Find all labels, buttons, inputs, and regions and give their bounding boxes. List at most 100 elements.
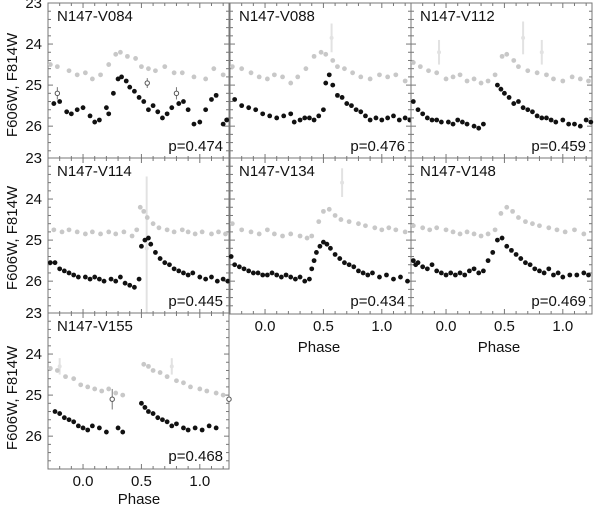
- f606w-point: [385, 74, 391, 80]
- f606w-point: [47, 62, 53, 67]
- f606w-point: [534, 70, 540, 76]
- f606w-point: [525, 68, 531, 74]
- panel-frame: [47, 312, 230, 470]
- f606w-point: [141, 361, 147, 367]
- f814w-point: [311, 258, 317, 264]
- f606w-point: [256, 231, 262, 237]
- f606w-point: [330, 58, 336, 63]
- f814w-point: [391, 113, 396, 119]
- f814w-point: [370, 270, 375, 276]
- f814w-point: [420, 111, 426, 117]
- open-data-point: [173, 90, 180, 97]
- y-tick-label: 24: [25, 346, 42, 363]
- f606w-point: [216, 229, 221, 235]
- f606w-point: [146, 66, 151, 72]
- f814w-point: [260, 272, 266, 278]
- f814w-point: [153, 250, 158, 255]
- f814w-point: [96, 425, 102, 431]
- f606w-point: [171, 70, 177, 76]
- f814w-point: [459, 119, 465, 125]
- f814w-point: [80, 425, 86, 431]
- f606w-point: [393, 227, 399, 233]
- panel: 0.0 0.5 1.0 N147-V148 p=0.469: [410, 157, 593, 335]
- f814w-point: [213, 425, 219, 431]
- f814w-point: [481, 121, 486, 127]
- f606w-point: [74, 229, 80, 235]
- f606w-point: [248, 229, 254, 235]
- f814w-point: [534, 113, 540, 119]
- f814w-point: [539, 115, 545, 121]
- x-tick-label: 0.5: [313, 318, 334, 335]
- f814w-point: [586, 272, 591, 278]
- f606w-point: [209, 231, 214, 237]
- f606w-point: [179, 70, 185, 76]
- f606w-point: [51, 227, 57, 233]
- f814w-point: [146, 409, 151, 414]
- f606w-point: [239, 66, 245, 72]
- f606w-point: [464, 229, 470, 235]
- f814w-point: [297, 117, 303, 123]
- f814w-point: [197, 119, 203, 125]
- f814w-point: [337, 256, 343, 261]
- f814w-point: [302, 115, 308, 121]
- f606w-point: [264, 227, 270, 233]
- f606w-point: [303, 66, 309, 72]
- f814w-point: [155, 109, 161, 115]
- f814w-point: [110, 90, 116, 96]
- f606w-point: [562, 229, 568, 235]
- f814w-point: [457, 270, 463, 276]
- y-tick-label: 26: [25, 428, 42, 445]
- f814w-point: [566, 121, 572, 127]
- f606w-point: [248, 70, 254, 76]
- f606w-point: [434, 70, 440, 76]
- f814w-point: [541, 270, 547, 276]
- f606w-point: [393, 72, 399, 78]
- f814w-point: [164, 419, 170, 425]
- f606w-point: [106, 386, 112, 392]
- f606w-point: [280, 74, 285, 80]
- f814w-point: [481, 268, 486, 274]
- y-tick-label: 25: [25, 232, 42, 249]
- f606w-point: [577, 76, 583, 82]
- f814w-point: [438, 270, 444, 276]
- f814w-point: [96, 276, 102, 282]
- f814w-point: [307, 276, 312, 282]
- f606w-point: [464, 78, 470, 84]
- f814w-point: [410, 99, 416, 104]
- f814w-point: [199, 427, 205, 433]
- y-axis-label: F606W, F814W: [4, 185, 21, 290]
- f606w-point: [98, 72, 103, 78]
- f814w-point: [132, 284, 137, 290]
- f606w-point: [485, 231, 491, 237]
- f606w-point: [192, 231, 198, 237]
- f606w-point: [162, 64, 168, 70]
- f814w-point: [302, 278, 308, 284]
- f814w-point: [288, 274, 294, 280]
- f814w-point: [190, 270, 196, 276]
- f814w-point: [241, 266, 247, 272]
- f814w-point: [209, 97, 214, 102]
- f814w-point: [438, 119, 444, 125]
- f606w-point: [47, 366, 53, 371]
- f814w-point: [363, 113, 368, 119]
- f606w-point: [89, 76, 95, 82]
- f606w-point: [326, 206, 332, 212]
- panel: 23 24 25 26 N147-V114 p=0.445: [25, 150, 231, 321]
- f606w-point: [450, 74, 456, 80]
- f814w-point: [339, 95, 345, 100]
- f814w-point: [527, 262, 533, 268]
- f814w-point: [358, 109, 364, 115]
- y-tick-label: 25: [25, 77, 42, 94]
- f606w-point: [335, 64, 340, 70]
- f814w-point: [424, 266, 430, 272]
- f814w-point: [546, 266, 552, 272]
- f606w-point: [223, 231, 228, 237]
- f814w-point: [181, 270, 186, 276]
- x-axis-label: Phase: [478, 339, 521, 356]
- f814w-point: [213, 92, 219, 98]
- f814w-point: [103, 429, 109, 435]
- f814w-point: [260, 111, 266, 117]
- faint-data-point: [57, 364, 62, 369]
- f814w-point: [92, 119, 98, 125]
- f814w-point: [278, 274, 284, 280]
